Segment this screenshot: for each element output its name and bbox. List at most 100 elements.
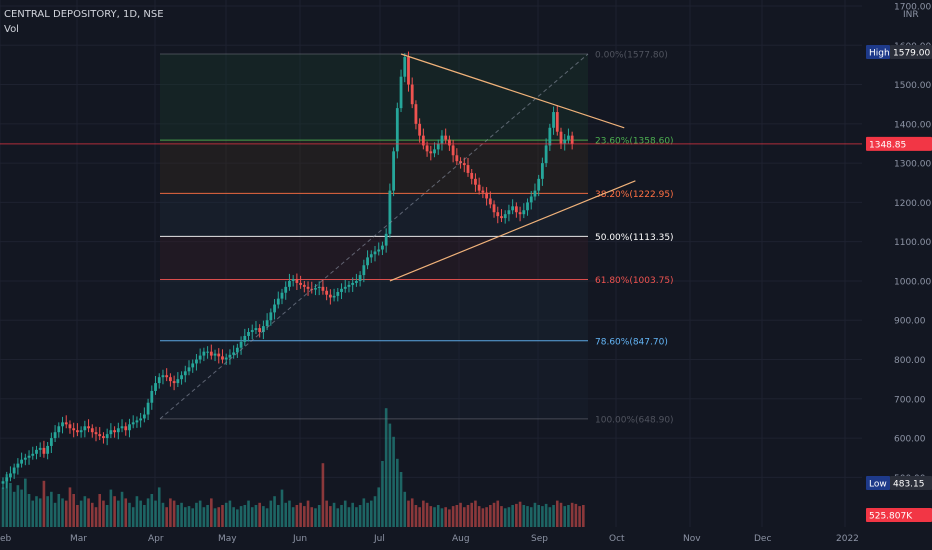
time-tick-label: Oct <box>609 534 625 544</box>
volume-bar <box>340 505 343 527</box>
candle-body <box>142 414 146 419</box>
volume-bar <box>436 505 440 527</box>
candle-body <box>113 430 116 433</box>
candle-body <box>474 178 477 185</box>
fib-zone <box>160 54 588 141</box>
candle-body <box>276 298 280 305</box>
volume-bar <box>303 506 306 527</box>
candle-body <box>384 233 388 246</box>
candle-body <box>235 347 239 353</box>
candle-body <box>403 57 407 77</box>
time-tick-label: Apr <box>148 534 164 544</box>
fib-level-label: 100.00%(648.90) <box>595 415 674 425</box>
candle-body <box>31 453 35 456</box>
volume-bar <box>392 436 395 527</box>
candle-body <box>157 377 161 384</box>
candle-body <box>418 123 422 136</box>
volume-bar <box>470 502 474 527</box>
candle-body <box>35 449 38 454</box>
candle-body <box>1 481 5 484</box>
high-tag-label: High <box>869 49 890 59</box>
candle-body <box>518 212 522 215</box>
candle-body <box>429 151 433 154</box>
volume-bar <box>578 506 581 527</box>
candle-body <box>53 432 57 439</box>
volume-bar <box>68 487 72 527</box>
candle-body <box>247 332 250 336</box>
volume-bar <box>496 500 500 527</box>
volume-bar <box>332 502 336 527</box>
volume-bar <box>325 500 328 527</box>
volume-bar <box>273 496 276 527</box>
volume-bar <box>343 500 347 527</box>
candle-body <box>109 430 113 435</box>
candle-body <box>213 353 217 356</box>
candle-body <box>12 467 16 474</box>
time-tick-label: Dec <box>754 534 771 544</box>
volume-bar <box>94 507 98 527</box>
candle-body <box>42 447 46 454</box>
volume-bar <box>276 505 280 527</box>
candle-body <box>444 135 448 140</box>
volume-bar <box>169 498 172 527</box>
volume-bar <box>381 461 384 527</box>
candle-body <box>90 428 94 433</box>
candle-body <box>49 438 53 446</box>
volume-bar <box>57 494 61 527</box>
volume-bar <box>105 505 109 527</box>
volume-bar <box>243 505 247 527</box>
volume-bar <box>544 503 548 527</box>
candle-body <box>154 383 157 391</box>
volume-bar <box>407 500 410 527</box>
volume-bar <box>12 491 16 527</box>
candle-body <box>500 216 503 219</box>
volume-bar <box>20 489 23 527</box>
candle-body <box>351 282 355 285</box>
candle-body <box>306 286 310 289</box>
volume-bar <box>35 496 38 527</box>
candle-body <box>529 196 533 203</box>
candle-body <box>481 190 485 193</box>
volume-bar <box>518 501 522 527</box>
candle-body <box>496 212 500 217</box>
volume-bar <box>507 507 511 527</box>
volume-bar <box>146 498 150 527</box>
time-axis[interactable]: eb Mar Apr May Jun Jul Aug Sep Oct Nov Dec 2022 <box>0 534 859 544</box>
candle-body <box>362 265 366 276</box>
candle-body <box>347 284 351 287</box>
volume-bar <box>422 500 425 527</box>
price-tick-label: 1700.00 <box>894 3 931 13</box>
candle-body <box>336 291 340 296</box>
candle-body <box>392 151 395 191</box>
volume-bar <box>299 502 302 527</box>
candle-body <box>514 206 518 213</box>
volume-bar <box>191 508 195 527</box>
candle-body <box>526 202 529 211</box>
volume-bar <box>83 496 87 527</box>
candle-body <box>381 245 384 250</box>
volume-bar <box>198 500 202 527</box>
volume-bar <box>5 474 9 527</box>
candle-body <box>5 477 9 482</box>
candle-body <box>377 249 381 252</box>
time-tick-label: Jun <box>292 534 307 544</box>
volume-bar <box>280 489 284 527</box>
volume-bar <box>150 494 154 527</box>
candle-body <box>369 254 373 258</box>
volume-bar <box>396 458 399 527</box>
volume-bar <box>284 502 288 527</box>
candle-body <box>209 351 213 356</box>
volume-bar <box>414 505 418 527</box>
candle-body <box>23 457 27 460</box>
volume-bar <box>90 502 94 527</box>
candle-body <box>358 275 362 281</box>
volume-bar <box>399 472 403 527</box>
candle-body <box>250 330 254 333</box>
volume-bar <box>161 502 165 527</box>
candle-body <box>79 430 83 433</box>
candle-body <box>555 112 559 132</box>
volume-indicator-label[interactable]: Vol <box>4 24 19 35</box>
volume-bar <box>224 502 228 527</box>
candle-body <box>433 149 436 154</box>
